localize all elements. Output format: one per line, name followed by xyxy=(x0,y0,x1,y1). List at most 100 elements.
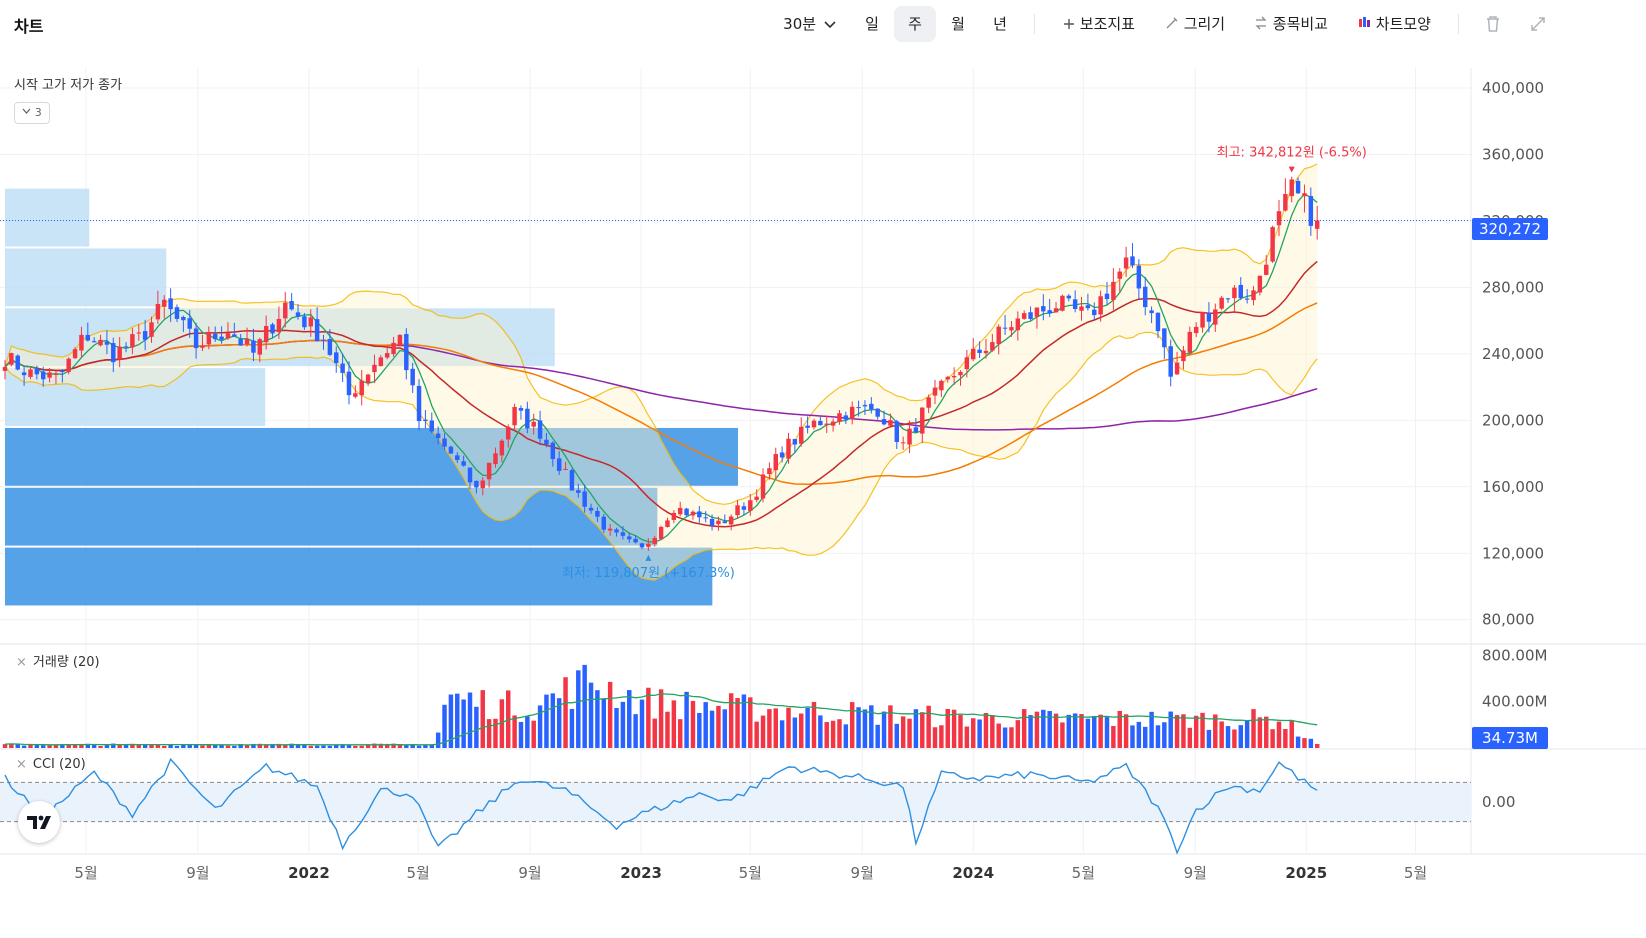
candle-body xyxy=(1079,306,1084,311)
candle-body xyxy=(1174,362,1180,375)
candle-body xyxy=(518,408,524,411)
chart-canvas[interactable]: 최고: 342,812원 (-6.5%) 최저: 119,807원 (+167.3… xyxy=(0,48,1646,938)
volume-bar xyxy=(1066,714,1072,748)
legend-collapse-button[interactable]: 3 xyxy=(14,102,50,124)
volume-bar xyxy=(550,693,556,748)
volume-bar xyxy=(544,694,549,748)
time-tick-label: 5월 xyxy=(406,864,429,882)
cci-tick-label: 0.00 xyxy=(1482,793,1515,811)
draw-button[interactable]: 그리기 xyxy=(1158,6,1232,42)
candle-body xyxy=(1066,295,1072,299)
volume-bar xyxy=(537,705,543,748)
tab-week[interactable]: 주 xyxy=(894,6,936,42)
tab-year[interactable]: 년 xyxy=(993,15,1007,33)
volume-profile-bar xyxy=(5,547,713,606)
volume-bar xyxy=(1193,715,1199,748)
volume-bar xyxy=(837,719,842,748)
volume-bar xyxy=(15,744,20,748)
volume-bar xyxy=(1015,720,1021,748)
candle-body xyxy=(276,318,282,333)
candle-body xyxy=(811,420,817,428)
candle-body xyxy=(862,404,868,407)
close-icon[interactable]: × xyxy=(16,757,27,772)
volume-bar xyxy=(620,701,626,748)
candle-body xyxy=(302,316,307,328)
ma20-line xyxy=(4,260,1318,528)
close-icon[interactable]: × xyxy=(16,655,27,670)
candle-body xyxy=(1187,331,1193,353)
candle-body xyxy=(818,420,823,426)
volume-bar xyxy=(869,705,874,748)
candle-body xyxy=(480,480,485,489)
candle-body xyxy=(104,341,110,345)
pencil-icon xyxy=(1166,17,1178,29)
candle-body xyxy=(257,339,263,355)
price-tick-label: 280,000 xyxy=(1482,278,1544,296)
chevron-down-icon xyxy=(824,20,836,28)
toolbar: 차트 30분 일 주 월 년 보조지표 그리기 종목비교 차트모양 xyxy=(0,0,1646,48)
time-tick-label: 9월 xyxy=(186,864,209,882)
volume-bar xyxy=(607,681,613,748)
volume-bar xyxy=(442,704,447,748)
volume-bar xyxy=(1092,715,1097,748)
volume-bar xyxy=(875,724,880,748)
bollinger-upper-line xyxy=(4,163,1318,505)
volume-bar xyxy=(79,743,84,748)
candle-body xyxy=(977,349,982,353)
chart-style-button[interactable]: 차트모양 xyxy=(1350,6,1438,42)
volume-bar xyxy=(939,725,944,748)
candle-body xyxy=(1302,193,1307,197)
candle-body xyxy=(1041,306,1046,312)
candle-body xyxy=(525,408,530,429)
volume-bar xyxy=(1308,738,1314,748)
volume-bar xyxy=(531,720,536,748)
candle-body xyxy=(671,512,677,520)
candle-body xyxy=(162,299,167,307)
candle-body xyxy=(136,332,141,334)
candle-body xyxy=(123,346,129,348)
volume-bar xyxy=(1053,713,1059,748)
volume-bar xyxy=(372,743,377,748)
volume-bar xyxy=(1098,714,1103,748)
candle-body xyxy=(448,446,454,454)
candle-body xyxy=(9,353,14,365)
candle-body xyxy=(964,357,970,370)
candle-body xyxy=(735,505,740,516)
trash-icon[interactable] xyxy=(1481,12,1505,36)
volume-bar xyxy=(486,719,492,748)
volume-bar xyxy=(142,744,148,748)
volume-bar xyxy=(767,709,772,748)
candle-body xyxy=(1213,309,1218,325)
volume-bar xyxy=(671,700,677,748)
candle-body xyxy=(206,331,212,345)
volume-bar xyxy=(1187,727,1193,748)
candle-body xyxy=(1130,256,1135,266)
collapsed-count: 3 xyxy=(34,106,42,119)
tab-month[interactable]: 월 xyxy=(951,15,965,33)
expand-icon[interactable] xyxy=(1526,12,1550,36)
candle-body xyxy=(1047,310,1052,314)
last-volume-tag: 34.73M xyxy=(1472,727,1548,749)
candle-body xyxy=(728,516,734,525)
time-tick-label: 5월 xyxy=(739,864,762,882)
candle-body xyxy=(996,326,1001,345)
chart-style-label: 차트모양 xyxy=(1375,15,1431,33)
volume-bar xyxy=(1104,717,1110,748)
tab-day[interactable]: 일 xyxy=(865,15,879,33)
volume-bar xyxy=(1264,716,1269,748)
volume-bar xyxy=(499,699,505,748)
candle-body xyxy=(346,371,352,396)
volume-bar xyxy=(34,744,40,748)
volume-tick-label: 400.00M xyxy=(1482,693,1547,711)
candle-body xyxy=(72,349,78,359)
compare-button[interactable]: 종목비교 xyxy=(1246,6,1336,42)
interval-dropdown[interactable]: 30분 xyxy=(778,6,842,42)
candle-body xyxy=(40,371,46,380)
candle-body xyxy=(1060,295,1065,311)
indicators-button[interactable]: 보조지표 xyxy=(1054,6,1144,42)
tradingview-logo[interactable] xyxy=(18,801,60,843)
candle-body xyxy=(1117,271,1122,279)
price-tick-label: 400,000 xyxy=(1482,79,1544,97)
candle-body xyxy=(34,368,40,375)
candle-body xyxy=(270,324,275,334)
